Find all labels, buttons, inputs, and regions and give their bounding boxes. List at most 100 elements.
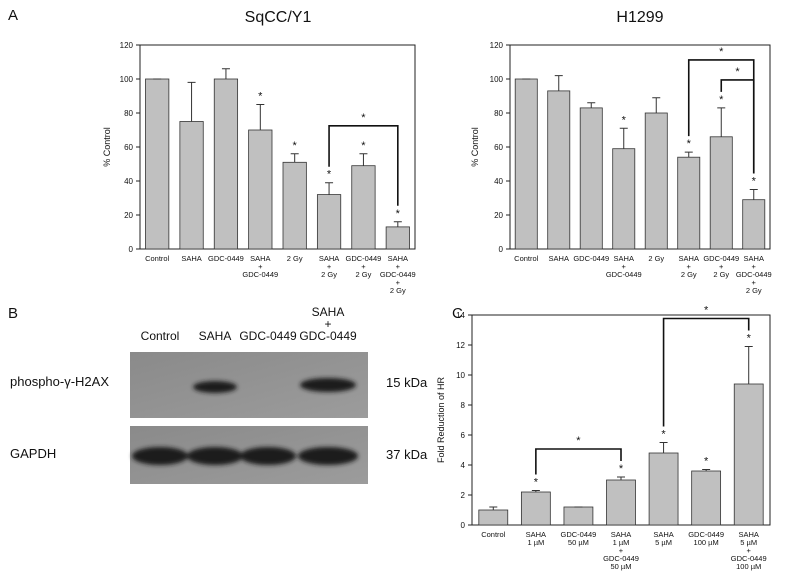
bar: [691, 470, 722, 526]
error-bar: [325, 182, 334, 195]
bar: [145, 78, 170, 250]
x-tick-line: GDC-0449: [688, 530, 724, 539]
y-tick-label: 2: [461, 491, 466, 500]
lane-label: SAHA: [199, 329, 232, 343]
y-tick-label: 20: [124, 211, 133, 220]
x-tick-line: GDC-0449: [703, 254, 739, 263]
x-tick-line: 2 Gy: [321, 270, 337, 279]
bracket: [687, 59, 755, 174]
x-tick-line: GDC-0449: [736, 270, 772, 279]
lane-label-line: GDC-0449: [299, 329, 357, 343]
significance-marker: *: [687, 138, 692, 150]
bar: [612, 148, 636, 250]
x-tick-label: SAHA 5 µM: [653, 530, 673, 547]
x-tick-line: SAHA: [653, 530, 673, 539]
x-tick-line: +: [619, 546, 624, 555]
x-tick-line: +: [719, 262, 724, 271]
bracket-label: *: [361, 112, 366, 124]
y-axis-label: % Control: [470, 127, 480, 167]
y-tick-label: 120: [120, 41, 134, 50]
x-tick-label: SAHA 5 µM + GDC-0449 100 µM: [731, 530, 767, 571]
x-tick-line: +: [327, 262, 332, 271]
x-tick-line: GDC-0449: [380, 270, 416, 279]
x-tick-line: 2 Gy: [746, 286, 762, 295]
y-axis-label: % Control: [102, 127, 112, 167]
bar: [351, 165, 376, 250]
y-tick-label: 60: [494, 143, 503, 152]
x-tick-label: SAHA +2 Gy: [319, 254, 339, 279]
y-tick-label: 120: [490, 41, 504, 50]
y-tick-label: 20: [494, 211, 503, 220]
x-tick-line: SAHA: [738, 530, 758, 539]
bracket: [535, 448, 622, 475]
x-tick-line: +: [622, 262, 627, 271]
x-tick-line: Control: [481, 530, 506, 539]
y-tick-label: 10: [456, 371, 465, 380]
x-tick-line: SAHA: [614, 254, 634, 263]
error-bar: [587, 102, 596, 108]
error-bar: [717, 107, 726, 137]
row-label: GAPDH: [10, 446, 56, 461]
y-axis-label: Fold Reduction of HR: [436, 376, 446, 463]
significance-marker: *: [752, 176, 757, 188]
y-tick-label: 40: [494, 177, 503, 186]
bar: [644, 112, 668, 250]
x-tick-line: GDC-0449: [208, 254, 244, 263]
x-tick-line: GDC-0449: [731, 554, 767, 563]
x-tick-line: +: [258, 262, 263, 271]
lane-label-line: GDC-0449: [239, 329, 297, 343]
y-tick-label: 60: [124, 143, 133, 152]
error-bar: [659, 442, 668, 453]
error-bar: [531, 490, 540, 492]
lane-label: GDC-0449: [239, 329, 297, 343]
x-tick-label: SAHA +2 Gy: [679, 254, 699, 279]
significance-marker: *: [619, 463, 624, 475]
bar: [742, 199, 766, 250]
x-tick-label: GDC-0449: [573, 254, 609, 263]
bar: [520, 491, 551, 526]
x-tick-line: SAHA: [181, 254, 201, 263]
y-tick-label: 100: [490, 75, 504, 84]
size-label: 37 kDa: [386, 447, 428, 462]
x-tick-line: +: [396, 278, 401, 287]
x-tick-label: SAHA + GDC-0449 +2 Gy: [380, 254, 416, 295]
y-tick-label: 0: [461, 521, 466, 530]
x-tick-line: SAHA: [679, 254, 699, 263]
x-tick-line: GDC-0449: [603, 554, 639, 563]
x-tick-line: 1 µM: [527, 538, 544, 547]
x-tick-line: SAHA: [549, 254, 569, 263]
y-tick-label: 100: [120, 75, 134, 84]
x-tick-line: +: [687, 262, 692, 271]
x-tick-line: GDC-0449: [573, 254, 609, 263]
x-tick-line: SAHA: [611, 530, 631, 539]
error-bar: [221, 68, 230, 79]
bar: [514, 78, 538, 250]
x-tick-line: GDC-0449: [346, 254, 382, 263]
bar: [606, 479, 636, 526]
x-tick-line: 2 Gy: [681, 270, 697, 279]
y-tick-label: 14: [456, 311, 465, 320]
bar: [563, 506, 594, 526]
bar: [579, 107, 603, 250]
bracket: [662, 317, 750, 427]
y-tick-label: 80: [494, 109, 503, 118]
x-tick-line: 2 Gy: [648, 254, 664, 263]
significance-marker: *: [704, 456, 709, 468]
y-tick-label: 6: [461, 431, 466, 440]
x-tick-line: 1 µM: [613, 538, 630, 547]
y-tick-label: 8: [461, 401, 466, 410]
error-bar: [749, 189, 758, 200]
x-tick-line: 100 µM: [736, 562, 761, 571]
x-tick-line: 5 µM: [740, 538, 757, 547]
bar: [316, 194, 342, 250]
y-tick-label: 12: [456, 341, 465, 350]
x-tick-line: +: [752, 278, 757, 287]
x-tick-label: GDC-0449 50 µM: [560, 530, 596, 547]
x-tick-line: SAHA: [526, 530, 546, 539]
error-bar: [652, 97, 661, 113]
y-tick-label: 40: [124, 177, 133, 186]
bands: [132, 378, 358, 465]
significance-marker: *: [396, 208, 401, 220]
bar: [213, 78, 239, 250]
x-tick-label: 2 Gy: [287, 254, 303, 263]
